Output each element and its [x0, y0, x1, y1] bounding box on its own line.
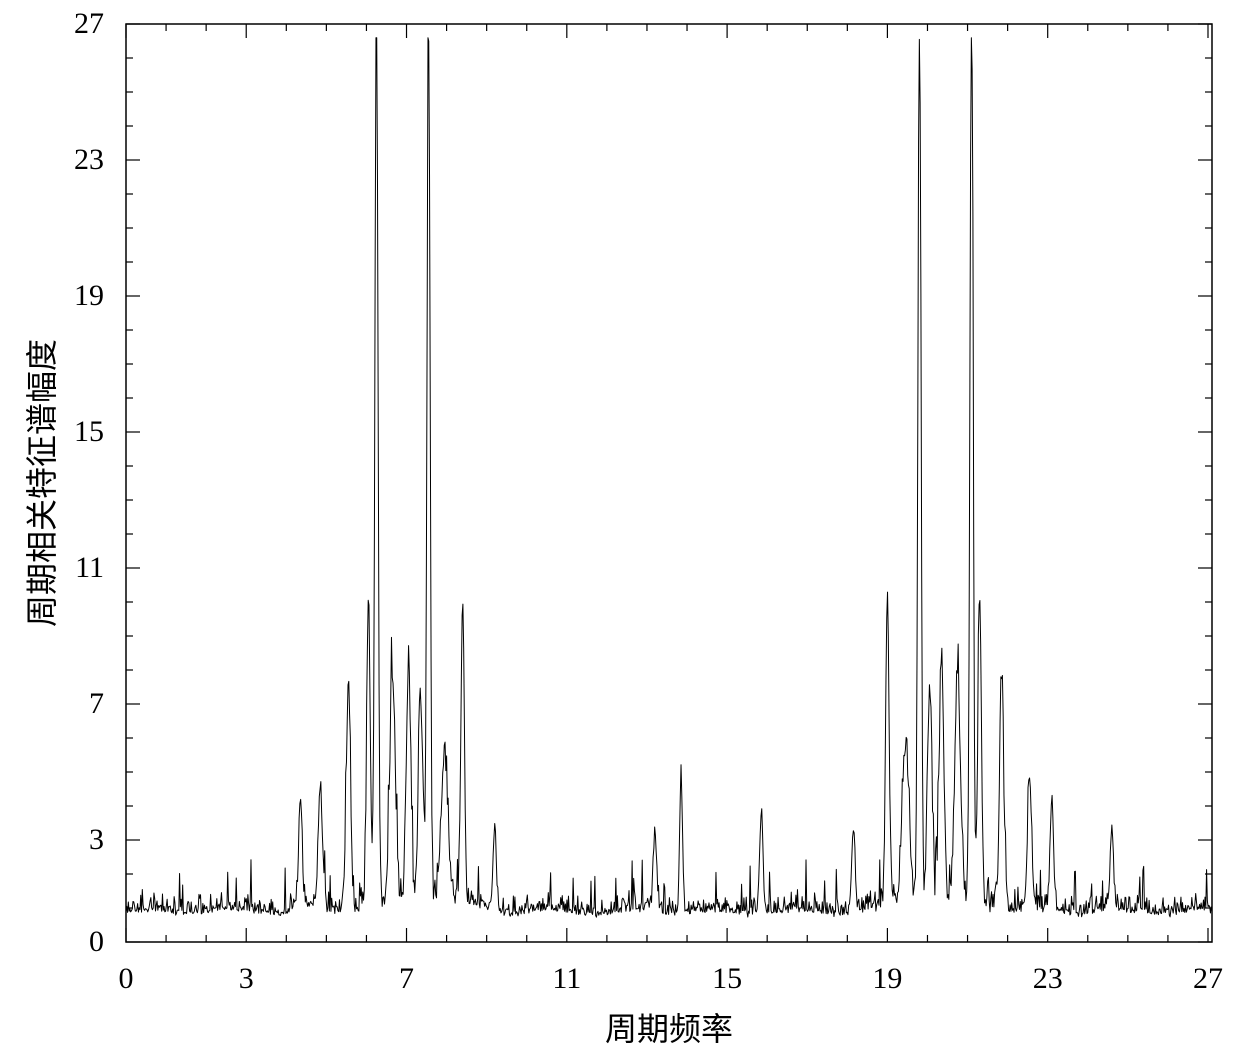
- y-ticks: [126, 24, 1212, 942]
- x-tick-label: 19: [872, 962, 902, 996]
- chart-container: 0 3 7 11 15 19 23 27 0 3 7 11 15 19 23 27 周期频率 周期相关特征谱…: [0, 0, 1240, 1064]
- x-tick-label: 11: [552, 962, 581, 996]
- x-tick-label: 0: [119, 962, 134, 996]
- plot-svg: [126, 24, 1212, 942]
- x-ticks: [126, 24, 1208, 942]
- signal-line: [126, 38, 1212, 917]
- y-tick-label: 27: [74, 7, 104, 41]
- y-tick-label: 7: [89, 687, 104, 721]
- plot-area: [126, 24, 1212, 942]
- y-axis-label: 周期相关特征谱幅度: [17, 339, 63, 627]
- y-tick-label: 19: [74, 279, 104, 313]
- x-tick-label: 27: [1193, 962, 1223, 996]
- y-tick-label: 11: [75, 551, 104, 585]
- y-tick-label: 15: [74, 415, 104, 449]
- x-tick-label: 7: [399, 962, 414, 996]
- y-tick-label: 23: [74, 143, 104, 177]
- y-tick-label: 3: [89, 823, 104, 857]
- plot-frame: [126, 24, 1212, 942]
- x-tick-label: 15: [712, 962, 742, 996]
- y-tick-label: 0: [89, 925, 104, 959]
- x-axis-label: 周期频率: [605, 1004, 733, 1050]
- x-tick-label: 3: [239, 962, 254, 996]
- x-tick-label: 23: [1033, 962, 1063, 996]
